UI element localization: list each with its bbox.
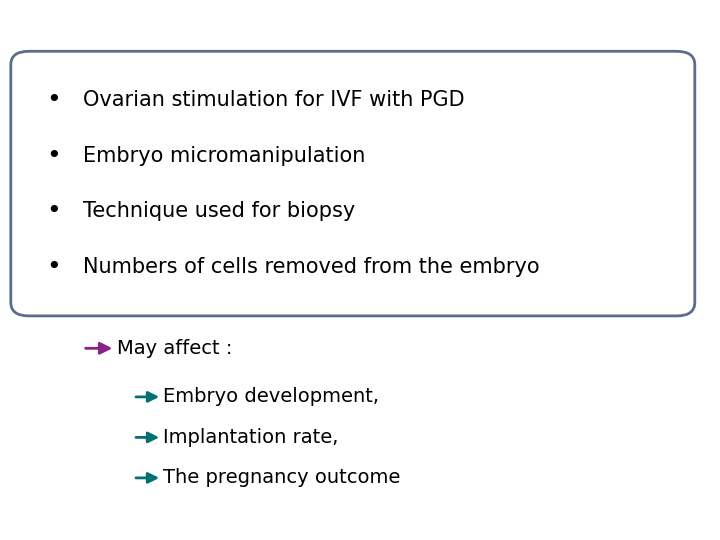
Text: Ovarian stimulation for IVF with PGD: Ovarian stimulation for IVF with PGD: [83, 90, 464, 110]
Text: The pregnancy outcome: The pregnancy outcome: [163, 468, 401, 488]
Text: Embryo development,: Embryo development,: [163, 387, 379, 407]
Text: •: •: [47, 199, 61, 223]
Text: May affect :: May affect :: [117, 339, 232, 358]
Text: Embryo micromanipulation: Embryo micromanipulation: [83, 145, 365, 166]
Text: •: •: [47, 144, 61, 167]
Text: •: •: [47, 255, 61, 279]
Text: Technique used for biopsy: Technique used for biopsy: [83, 201, 355, 221]
Text: Implantation rate,: Implantation rate,: [163, 428, 339, 447]
Text: •: •: [47, 88, 61, 112]
Text: Numbers of cells removed from the embryo: Numbers of cells removed from the embryo: [83, 256, 539, 277]
